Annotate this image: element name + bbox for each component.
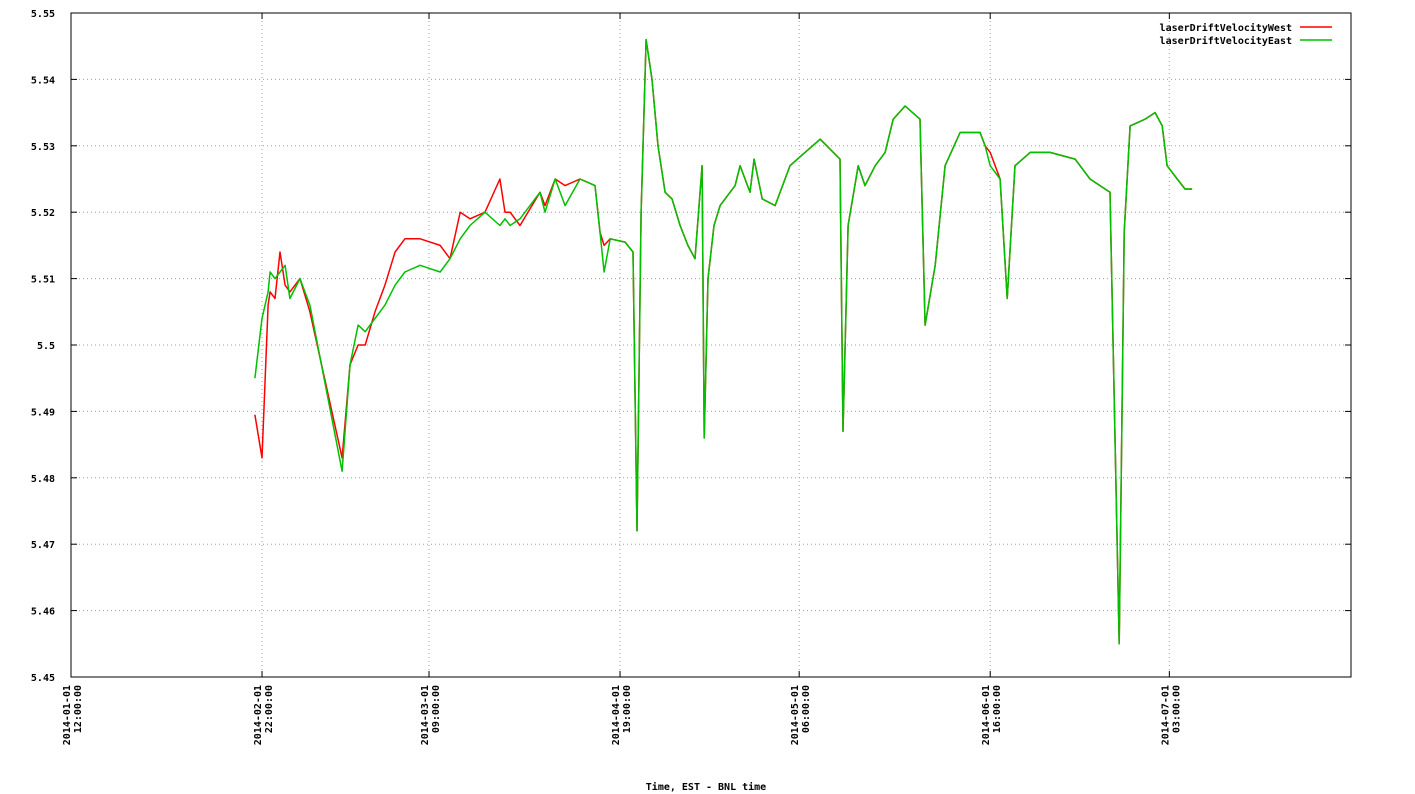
y-tick-label: 5.46 — [31, 607, 55, 618]
x-tick-label: 22:00:00 — [264, 685, 275, 733]
x-tick-label: 2014-01-01 — [62, 685, 73, 745]
x-tick-label: 03:00:00 — [1171, 685, 1182, 733]
y-tick-label: 5.48 — [31, 474, 55, 485]
y-tick-label: 5.55 — [31, 9, 55, 20]
x-tick-label: 2014-05-01 — [790, 685, 801, 745]
x-tick-label: 06:00:00 — [801, 685, 812, 733]
y-tick-label: 5.47 — [31, 540, 55, 551]
y-tick-label: 5.5 — [37, 341, 55, 352]
x-tick-label: 2014-04-01 — [611, 685, 622, 745]
y-tick-label: 5.49 — [31, 407, 55, 418]
x-tick-label: 2014-03-01 — [420, 685, 431, 745]
y-tick-label: 5.53 — [31, 142, 55, 153]
x-tick-label: 2014-07-01 — [1160, 685, 1171, 745]
x-tick-label: 12:00:00 — [73, 685, 84, 733]
y-tick-label: 5.52 — [31, 208, 55, 219]
y-tick-label: 5.54 — [31, 75, 55, 86]
x-tick-label: 16:00:00 — [992, 685, 1003, 733]
series-line — [254, 38, 1193, 645]
y-tick-label: 5.51 — [31, 275, 55, 286]
x-axis-label: Time, EST - BNL time — [646, 781, 766, 793]
series-line — [254, 38, 1193, 645]
legend-label: laserDriftVelocityEast — [1160, 35, 1292, 47]
legend-label: laserDriftVelocityWest — [1160, 22, 1292, 34]
plot-border — [70, 12, 1352, 678]
x-tick-label: 19:00:00 — [622, 685, 633, 733]
x-tick-label: 2014-02-01 — [253, 685, 264, 745]
x-tick-label: 2014-06-01 — [981, 685, 992, 745]
x-tick-label: 09:00:00 — [431, 685, 442, 733]
y-tick-label: 5.45 — [31, 673, 55, 684]
